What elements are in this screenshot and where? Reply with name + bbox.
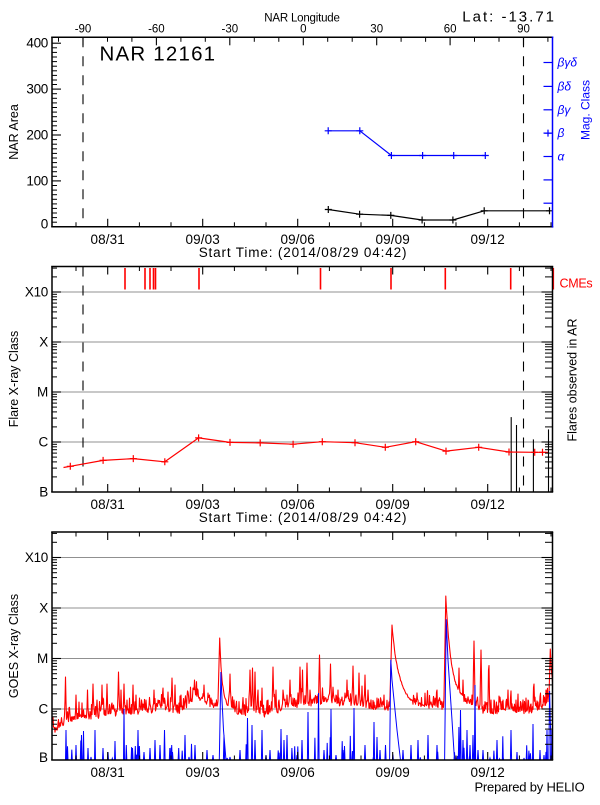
svg-text:200: 200 xyxy=(26,127,48,142)
svg-text:β: β xyxy=(557,126,565,140)
svg-text:M: M xyxy=(37,384,48,399)
svg-text:Start Time: (2014/08/29 04:42): Start Time: (2014/08/29 04:42) xyxy=(199,245,408,260)
svg-text:90: 90 xyxy=(517,24,530,36)
svg-text:60: 60 xyxy=(444,24,457,36)
svg-text:30: 30 xyxy=(370,24,383,36)
svg-text:08/31: 08/31 xyxy=(91,497,125,512)
svg-text:08/31: 08/31 xyxy=(91,232,125,247)
svg-text:Flares observed in AR: Flares observed in AR xyxy=(566,319,580,442)
svg-text:0: 0 xyxy=(41,216,48,231)
svg-text:βδ: βδ xyxy=(557,79,572,93)
svg-text:09/06: 09/06 xyxy=(281,232,315,247)
svg-text:100: 100 xyxy=(26,173,48,188)
svg-text:09/03: 09/03 xyxy=(186,765,220,780)
svg-text:09/09: 09/09 xyxy=(376,497,410,512)
svg-text:NAR Area: NAR Area xyxy=(7,104,21,160)
svg-text:B: B xyxy=(39,750,48,765)
svg-text:09/06: 09/06 xyxy=(281,497,315,512)
svg-text:-60: -60 xyxy=(148,24,165,36)
svg-text:NAR 12161: NAR 12161 xyxy=(100,43,217,66)
svg-text:C: C xyxy=(39,701,49,716)
svg-text:Lat: -13.71: Lat: -13.71 xyxy=(462,9,556,26)
svg-text:M: M xyxy=(37,651,48,666)
svg-text:09/09: 09/09 xyxy=(376,765,410,780)
svg-text:βγ: βγ xyxy=(557,103,572,117)
svg-text:C: C xyxy=(39,434,49,449)
svg-text:0: 0 xyxy=(300,24,306,36)
svg-text:α: α xyxy=(558,150,566,164)
svg-text:βγδ: βγδ xyxy=(557,56,578,70)
svg-text:Prepared by HELIO: Prepared by HELIO xyxy=(474,780,584,795)
svg-text:300: 300 xyxy=(26,82,48,97)
svg-text:09/09: 09/09 xyxy=(376,232,410,247)
svg-text:Mag. Class: Mag. Class xyxy=(579,80,593,140)
svg-text:CMEs: CMEs xyxy=(560,277,593,291)
svg-text:NAR Longitude: NAR Longitude xyxy=(264,13,339,25)
svg-text:08/31: 08/31 xyxy=(91,765,125,780)
svg-text:Flare X-ray Class: Flare X-ray Class xyxy=(7,331,21,428)
svg-text:09/03: 09/03 xyxy=(186,232,220,247)
svg-text:GOES X-ray Class: GOES X-ray Class xyxy=(7,594,21,698)
svg-text:09/12: 09/12 xyxy=(471,497,505,512)
svg-text:09/12: 09/12 xyxy=(471,765,505,780)
svg-text:400: 400 xyxy=(26,36,48,51)
svg-text:09/03: 09/03 xyxy=(186,497,220,512)
svg-text:X10: X10 xyxy=(25,550,48,565)
svg-text:-30: -30 xyxy=(221,24,238,36)
svg-text:09/06: 09/06 xyxy=(281,765,315,780)
svg-text:X: X xyxy=(39,600,48,615)
svg-text:-90: -90 xyxy=(75,24,92,36)
svg-text:Start Time: (2014/08/29 04:42): Start Time: (2014/08/29 04:42) xyxy=(199,510,408,525)
svg-text:X10: X10 xyxy=(25,284,48,299)
svg-text:B: B xyxy=(39,484,48,499)
svg-text:X: X xyxy=(39,334,48,349)
svg-text:09/12: 09/12 xyxy=(471,232,505,247)
